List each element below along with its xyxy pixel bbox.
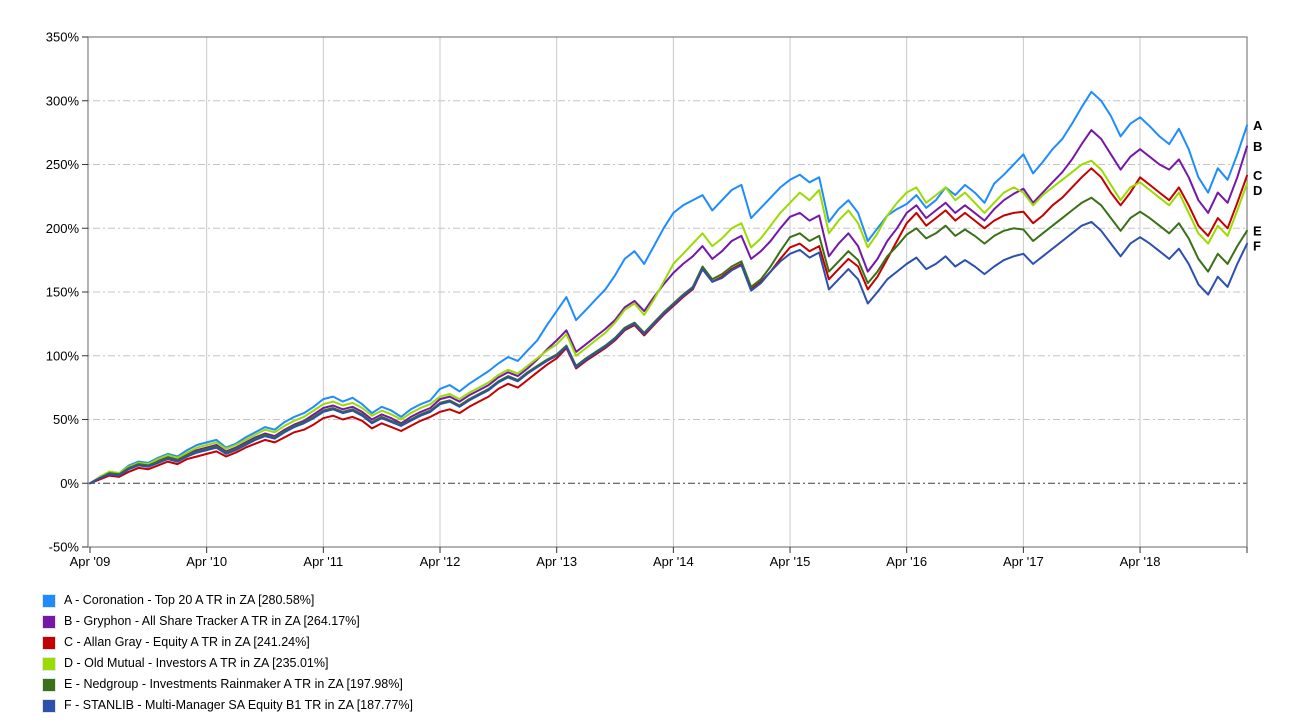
x-tick-label: Apr '11 [303,554,343,569]
x-tick-label: Apr '16 [886,554,927,569]
legend-swatch-a-icon [42,593,56,608]
legend-label-d: D - Old Mutual - Investors A TR in ZA [2… [64,656,329,670]
end-label-F: F [1253,238,1261,253]
legend-swatch-e-icon [42,677,56,692]
series-line-B[interactable] [89,129,1248,485]
end-label-B: B [1253,139,1262,154]
legend-label-a: A - Coronation - Top 20 A TR in ZA [280.… [64,593,315,607]
legend-item-b[interactable]: B - Gryphon - All Share Tracker A TR in … [42,611,413,632]
y-tick-label: 150% [46,285,80,300]
x-tick-label: Apr '15 [770,554,811,569]
y-tick-label: 100% [46,348,80,363]
y-tick-label: 250% [46,157,80,172]
x-tick-label: Apr '12 [420,554,461,569]
y-tick-label: 0% [60,476,79,491]
legend-item-a[interactable]: A - Coronation - Top 20 A TR in ZA [280.… [42,590,413,611]
y-tick-label: 300% [46,93,80,108]
chart-plot-area[interactable]: Apr '09 Apr '10 Apr '11 Apr '12 Apr '13 Apr '… [0,0,1314,580]
legend-item-d[interactable]: D - Old Mutual - Investors A TR in ZA [2… [42,653,413,674]
x-tick-label: Apr '10 [186,554,227,569]
y-tick-label: 350% [46,30,80,45]
legend-label-f: F - STANLIB - Multi-Manager SA Equity B1… [64,698,413,712]
legend-label-c: C - Allan Gray - Equity A TR in ZA [241.… [64,635,310,649]
legend-item-c[interactable]: C - Allan Gray - Equity A TR in ZA [241.… [42,632,413,653]
series-line-F[interactable] [89,220,1248,485]
legend-label-b: B - Gryphon - All Share Tracker A TR in … [64,614,360,628]
x-tick-label: Apr '13 [536,554,577,569]
legend-item-e[interactable]: E - Nedgroup - Investments Rainmaker A T… [42,674,413,695]
chart-legend: A - Coronation - Top 20 A TR in ZA [280.… [42,590,413,716]
end-label-A: A [1253,118,1263,133]
x-tick-label: Apr '14 [653,554,694,569]
y-tick-label: 200% [46,221,80,236]
y-tick-label: 50% [53,412,79,427]
legend-swatch-d-icon [42,656,56,671]
x-tick-label: Apr '09 [70,554,111,569]
legend-swatch-b-icon [42,614,56,629]
legend-swatch-f-icon [42,698,56,713]
series-line-A[interactable] [89,90,1248,485]
end-label-C: C [1253,168,1263,183]
end-label-E: E [1253,223,1262,238]
x-tick-label: Apr '17 [1003,554,1044,569]
end-label-D: D [1253,183,1262,198]
legend-swatch-c-icon [42,635,56,650]
legend-label-e: E - Nedgroup - Investments Rainmaker A T… [64,677,403,691]
series-line-D[interactable] [89,159,1248,485]
legend-item-f[interactable]: F - STANLIB - Multi-Manager SA Equity B1… [42,695,413,716]
y-tick-label: -50% [49,540,80,555]
x-tick-label: Apr '18 [1120,554,1161,569]
